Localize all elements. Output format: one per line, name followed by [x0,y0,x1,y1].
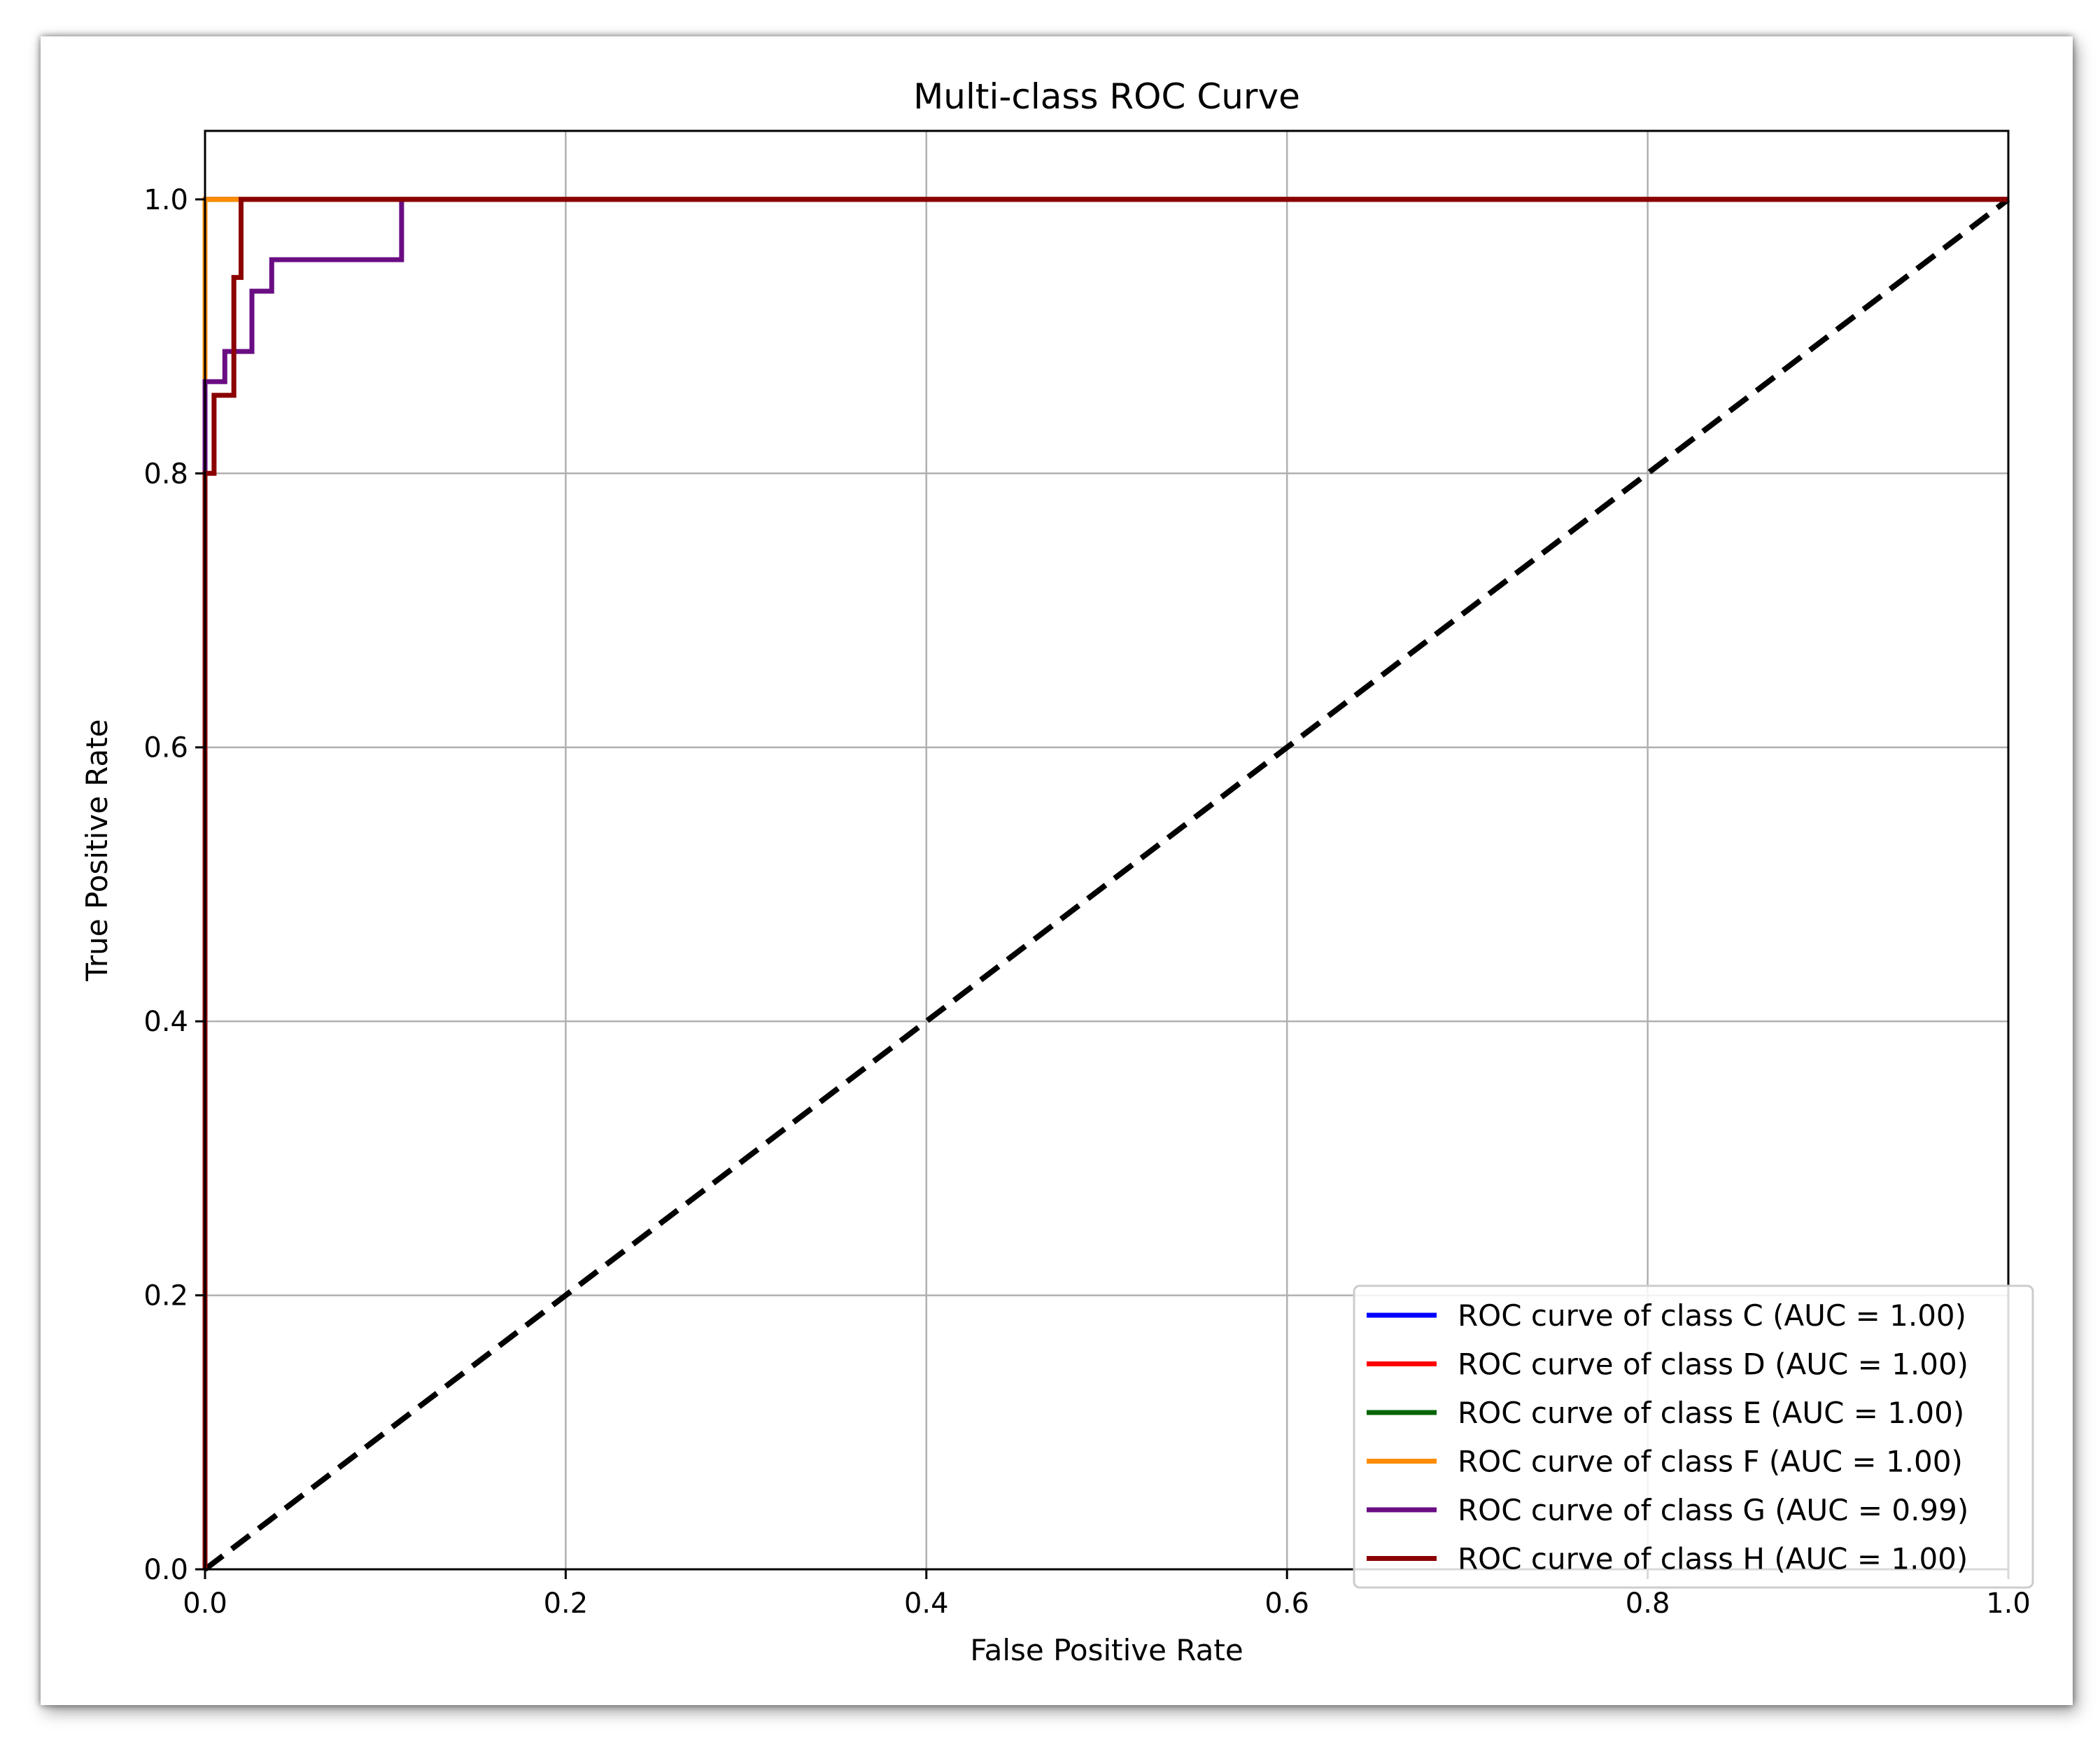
plot-frame [204,129,2010,1571]
y-tick-label-1: 0.2 [143,1280,188,1312]
x-tick-label-1: 0.2 [544,1588,589,1620]
reference-diagonal [203,197,2010,1572]
legend-item-1: ROC curve of class D (AUC = 1.00) [1367,1347,1968,1382]
roc-curve-5 [202,197,2008,1569]
legend-item-5: ROC curve of class H (AUC = 1.00) [1367,1542,1968,1576]
y-tick-label-0: 0.0 [143,1554,188,1586]
y-tick-label-2: 0.4 [143,1006,188,1038]
chart-title: Multi-class ROC Curve [913,76,1300,117]
x-tick-label-5: 1.0 [1986,1588,2031,1620]
y-tick-label-5: 1.0 [143,184,188,216]
legend-items: ROC curve of class C (AUC = 1.00) ROC cur… [1367,1298,1968,1576]
legend-item-0: ROC curve of class C (AUC = 1.00) [1367,1298,1966,1333]
y-tick-label-3: 0.6 [143,732,188,764]
x-tick-label-3: 0.6 [1264,1588,1309,1620]
roc-curve-4 [202,197,2008,1569]
x-tick-label-0: 0.0 [183,1588,227,1620]
legend-label-5: ROC curve of class H (AUC = 1.00) [1458,1542,1968,1576]
axis-ticks: 0.0 0.2 0.4 0.6 0.8 1.0 0.0 0.2 0.4 0.6 0.8 1.0 [143,184,2030,1620]
legend-item-3: ROC curve of class F (AUC = 1.00) [1367,1445,1963,1479]
x-tick-label-2: 0.4 [904,1588,949,1620]
legend-box [1353,1284,2034,1589]
legend-item-2: ROC curve of class E (AUC = 1.00) [1367,1396,1964,1430]
reference-diagonal-line [203,197,2010,1572]
y-axis-label: True Positive Rate [80,719,114,981]
legend-label-3: ROC curve of class F (AUC = 1.00) [1458,1445,1963,1479]
x-axis-label: False Positive Rate [970,1633,1243,1667]
x-tick-label-4: 0.8 [1626,1588,1670,1620]
legend: ROC curve of class C (AUC = 1.00) ROC cur… [1353,1284,2034,1589]
y-tick-label-4: 0.8 [143,458,188,490]
legend-item-4: ROC curve of class G (AUC = 0.99) [1367,1493,1968,1527]
legend-label-2: ROC curve of class E (AUC = 1.00) [1458,1396,1964,1430]
legend-label-0: ROC curve of class C (AUC = 1.00) [1458,1298,1966,1333]
legend-label-4: ROC curve of class G (AUC = 0.99) [1458,1493,1968,1527]
legend-label-1: ROC curve of class D (AUC = 1.00) [1458,1347,1968,1382]
figure-card: 0.0 0.2 0.4 0.6 0.8 1.0 0.0 0.2 0.4 0.6 0.8 1.0 Mul… [41,36,2073,1705]
roc-chart: 0.0 0.2 0.4 0.6 0.8 1.0 0.0 0.2 0.4 0.6 0.8 1.0 Mul… [80,76,2034,1667]
